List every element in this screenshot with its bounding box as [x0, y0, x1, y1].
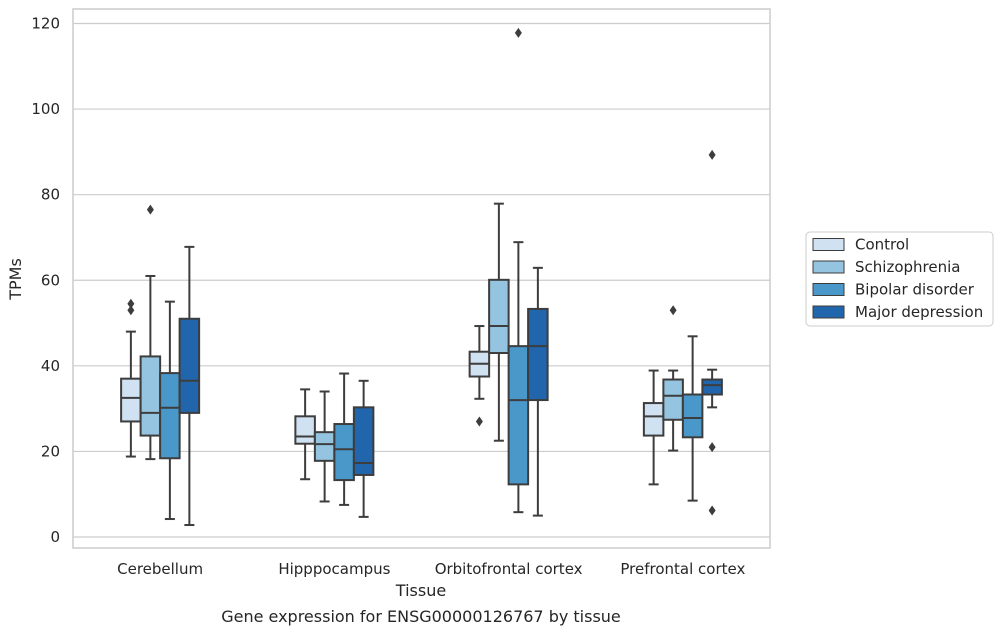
box-group	[352, 379, 375, 518]
box	[139, 355, 162, 437]
box	[178, 317, 201, 414]
y-axis-label: TPMs	[6, 258, 25, 301]
box	[488, 278, 510, 354]
x-tick-label: Hipppocampus	[278, 560, 390, 578]
legend-label: Control	[855, 236, 909, 254]
box	[527, 307, 549, 402]
y-tick-label: 20	[41, 442, 60, 460]
y-tick-label: 120	[31, 15, 60, 33]
legend-swatch	[812, 283, 845, 296]
x-axis-label: Tissue	[395, 581, 446, 600]
box	[352, 406, 375, 476]
box-group	[468, 325, 491, 427]
box	[294, 415, 316, 445]
box	[681, 393, 704, 439]
box-group	[527, 266, 549, 517]
box	[313, 431, 336, 462]
box-group	[333, 372, 355, 506]
y-tick-label: 40	[41, 357, 60, 375]
box-group	[139, 204, 162, 461]
box-group	[642, 369, 665, 486]
outlier-point	[127, 305, 135, 316]
x-tick-label: Orbitofrontal cortex	[435, 560, 583, 578]
box	[701, 378, 723, 396]
box	[507, 345, 530, 486]
outlier-point	[708, 442, 716, 453]
legend-label: Schizophrenia	[855, 258, 960, 276]
boxes	[120, 27, 723, 527]
legend-item: Schizophrenia	[812, 258, 960, 276]
box	[642, 402, 665, 437]
box-group	[507, 27, 530, 514]
legend-swatch	[812, 305, 845, 319]
legend-swatch	[812, 260, 845, 274]
legend-swatch	[812, 238, 845, 251]
legend-label: Bipolar disorder	[855, 281, 975, 299]
box-group	[178, 245, 201, 527]
y-tick-label: 80	[41, 186, 60, 204]
legend-item: Bipolar disorder	[812, 281, 975, 299]
outlier-point	[514, 27, 522, 38]
box-group	[159, 300, 181, 521]
box-group	[294, 388, 316, 481]
x-axis-ticks: Cerebellum Hipppocampus Orbitofrontal cort…	[117, 560, 745, 578]
y-tick-label: 0	[50, 528, 60, 546]
outlier-point	[669, 305, 677, 316]
box-group	[662, 305, 684, 452]
legend-frame	[805, 231, 994, 327]
box	[333, 423, 355, 482]
box	[159, 372, 181, 460]
x-tick-label: Prefrontal cortex	[620, 560, 745, 578]
legend-label: Major depression	[855, 303, 983, 321]
legend-item: Major depression	[812, 303, 983, 321]
outlier-point	[146, 204, 154, 215]
legend-item: Control	[812, 236, 909, 254]
y-tick-label: 100	[31, 100, 60, 118]
gridlines	[73, 22, 770, 538]
box-group	[488, 202, 510, 442]
x-tick-label: Cerebellum	[117, 560, 203, 578]
legend: Control Schizophrenia Bipolar disorder Majo…	[805, 231, 994, 327]
y-tick-label: 60	[41, 271, 60, 289]
y-axis-ticks: 0 20 40 60 80 100 120	[31, 15, 60, 547]
outlier-point	[708, 505, 716, 516]
box	[120, 377, 142, 423]
box	[662, 378, 684, 421]
box-group	[120, 298, 142, 458]
box-group	[313, 390, 336, 503]
box-group	[701, 149, 723, 516]
outlier-point	[475, 416, 483, 427]
outlier-point	[127, 298, 135, 309]
plot-area	[72, 8, 771, 549]
box-group	[681, 335, 704, 502]
outlier-point	[708, 149, 716, 160]
chart-caption: Gene expression for ENSG00000126767 by t…	[221, 607, 621, 626]
